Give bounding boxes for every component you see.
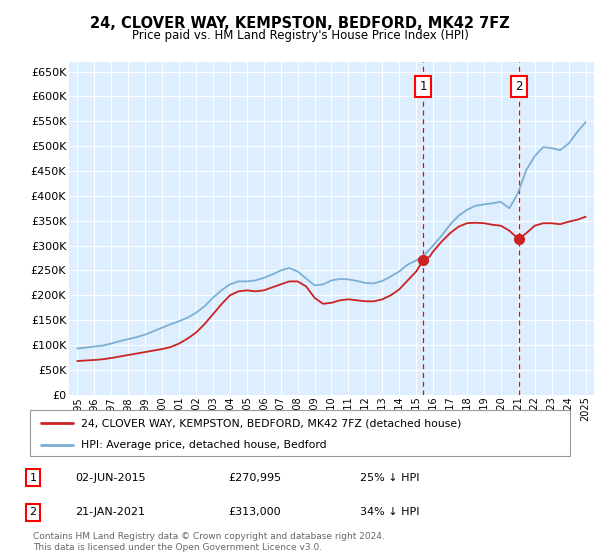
Text: 24, CLOVER WAY, KEMPSTON, BEDFORD, MK42 7FZ: 24, CLOVER WAY, KEMPSTON, BEDFORD, MK42 …: [90, 16, 510, 31]
Text: 1: 1: [419, 80, 427, 93]
Text: 21-JAN-2021: 21-JAN-2021: [75, 507, 145, 517]
Text: 34% ↓ HPI: 34% ↓ HPI: [360, 507, 419, 517]
Text: 02-JUN-2015: 02-JUN-2015: [75, 473, 146, 483]
Text: £313,000: £313,000: [228, 507, 281, 517]
Text: 2: 2: [29, 507, 37, 517]
Text: £270,995: £270,995: [228, 473, 281, 483]
Text: 25% ↓ HPI: 25% ↓ HPI: [360, 473, 419, 483]
Text: HPI: Average price, detached house, Bedford: HPI: Average price, detached house, Bedf…: [82, 440, 327, 450]
Text: Price paid vs. HM Land Registry's House Price Index (HPI): Price paid vs. HM Land Registry's House …: [131, 29, 469, 42]
Text: 2: 2: [515, 80, 523, 93]
Text: 24, CLOVER WAY, KEMPSTON, BEDFORD, MK42 7FZ (detached house): 24, CLOVER WAY, KEMPSTON, BEDFORD, MK42 …: [82, 418, 461, 428]
Text: Contains HM Land Registry data © Crown copyright and database right 2024.
This d: Contains HM Land Registry data © Crown c…: [33, 533, 385, 552]
Text: 1: 1: [29, 473, 37, 483]
FancyBboxPatch shape: [30, 410, 570, 456]
